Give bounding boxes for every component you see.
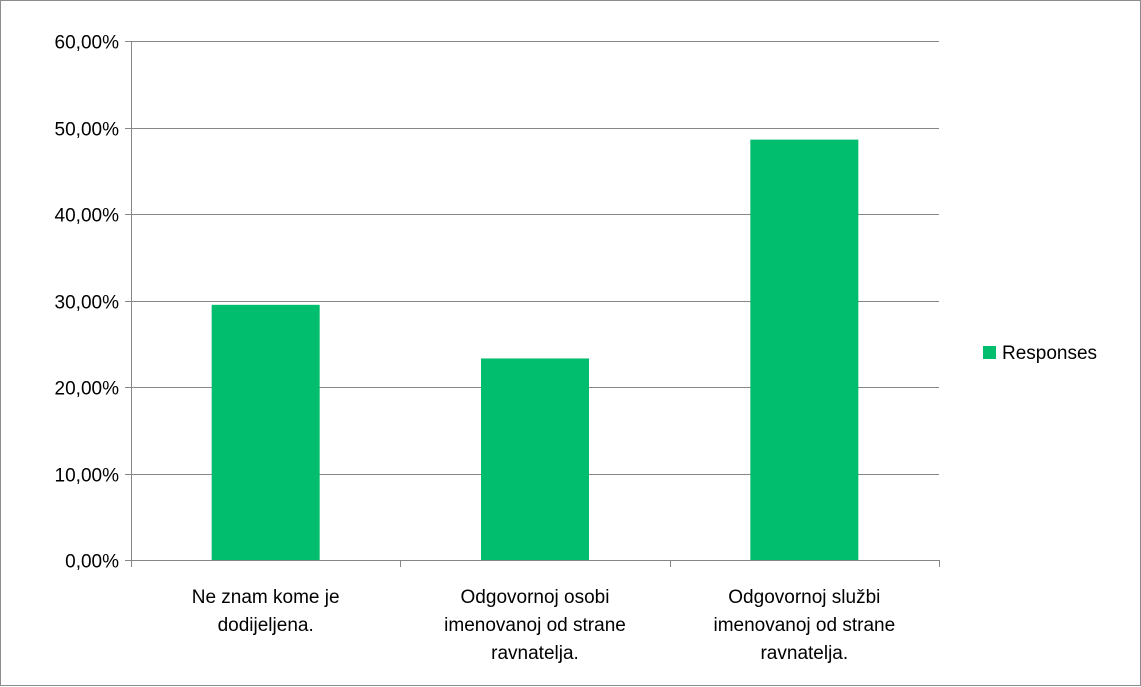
x-category-label: Ne znam kome je dodijeljena. <box>192 587 340 636</box>
legend-label: Responses <box>1002 343 1097 364</box>
legend: Responses <box>983 343 1097 364</box>
bar <box>212 305 320 560</box>
y-tick-label: 30,00% <box>55 293 120 314</box>
y-axis-tick-labels: 0,00% 10,00% 20,00% 30,00% 40,00% 50,00% 60,00… <box>55 33 120 573</box>
bar <box>481 358 589 560</box>
legend-swatch <box>983 346 996 359</box>
y-tick-label: 40,00% <box>55 206 120 227</box>
y-tick-label: 0,00% <box>65 552 119 573</box>
bars <box>212 140 859 560</box>
y-tick-label: 50,00% <box>55 120 120 141</box>
bar <box>750 140 858 560</box>
x-category-label: Odgovornoj osobi imenovanoj od strane ravn… <box>444 587 626 664</box>
x-category-label: Odgovornoj službi imenovanoj od strane rav… <box>713 587 895 664</box>
y-tick-label: 60,00% <box>55 33 120 54</box>
y-tick-label: 20,00% <box>55 379 120 400</box>
x-axis-category-labels: Ne znam kome je dodijeljena. Odgovornoj os… <box>192 587 895 664</box>
y-tick-label: 10,00% <box>55 466 120 487</box>
